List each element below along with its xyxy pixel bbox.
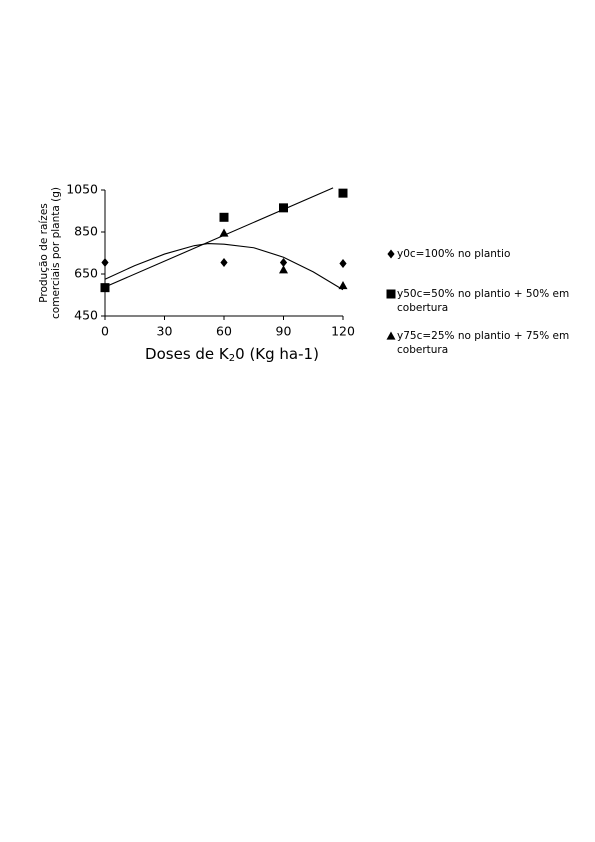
x-tick-label: 120 bbox=[331, 324, 355, 339]
marker bbox=[100, 283, 110, 292]
marker bbox=[219, 228, 229, 237]
marker bbox=[279, 203, 288, 213]
legend-entry: y75c=25% no plantio + 75% em cobertura bbox=[386, 329, 586, 357]
y-axis-label-line: Produção de raízes bbox=[38, 203, 50, 303]
x-axis-label-part: 0 (Kg ha-1) bbox=[235, 345, 319, 363]
marker bbox=[386, 331, 396, 340]
marker bbox=[386, 289, 396, 299]
trendline bbox=[104, 242, 344, 291]
y-axis-label: Produção de raízescomerciais por planta … bbox=[38, 187, 62, 319]
marker bbox=[279, 265, 288, 274]
legend-entry: y0c=100% no plantio bbox=[386, 247, 586, 261]
marker bbox=[339, 259, 347, 268]
x-tick-label: 60 bbox=[216, 324, 232, 339]
legend-label: y50c=50% no plantio + 50% em cobertura bbox=[397, 288, 570, 314]
marker bbox=[338, 188, 348, 198]
legend-marker bbox=[386, 331, 396, 340]
x-axis-label-part: Doses de K bbox=[145, 345, 230, 363]
marker bbox=[220, 257, 228, 267]
marker bbox=[101, 257, 109, 267]
x-axis-label: Doses de K20 (Kg ha-1) bbox=[145, 345, 319, 365]
x-tick-label: 30 bbox=[157, 324, 173, 339]
marker bbox=[279, 257, 288, 267]
legend-marker bbox=[386, 289, 396, 299]
legend-entry: y50c=50% no plantio + 50% em cobertura bbox=[386, 287, 586, 315]
x-tick-label: 90 bbox=[276, 324, 292, 339]
x-axis-label-sub: 2 bbox=[229, 353, 235, 364]
marker bbox=[387, 249, 395, 259]
y-tick-label: 650 bbox=[74, 266, 98, 281]
y-tick-label: 1050 bbox=[66, 182, 98, 197]
marker bbox=[338, 281, 348, 290]
y-tick-label: 850 bbox=[74, 224, 98, 239]
legend-marker bbox=[387, 249, 395, 259]
trendline bbox=[104, 187, 334, 288]
legend-label: y0c=100% no plantio bbox=[397, 248, 511, 260]
y-tick-label: 450 bbox=[74, 308, 98, 323]
marker bbox=[219, 212, 229, 222]
x-tick-label: 0 bbox=[101, 324, 109, 339]
legend-label: y75c=25% no plantio + 75% em cobertura bbox=[397, 330, 570, 356]
chart: 450 650 850 1050 0 30 60 90 120 Produção de raíze… bbox=[38, 182, 355, 365]
y-axis-label-line: comerciais por planta (g) bbox=[50, 187, 62, 319]
